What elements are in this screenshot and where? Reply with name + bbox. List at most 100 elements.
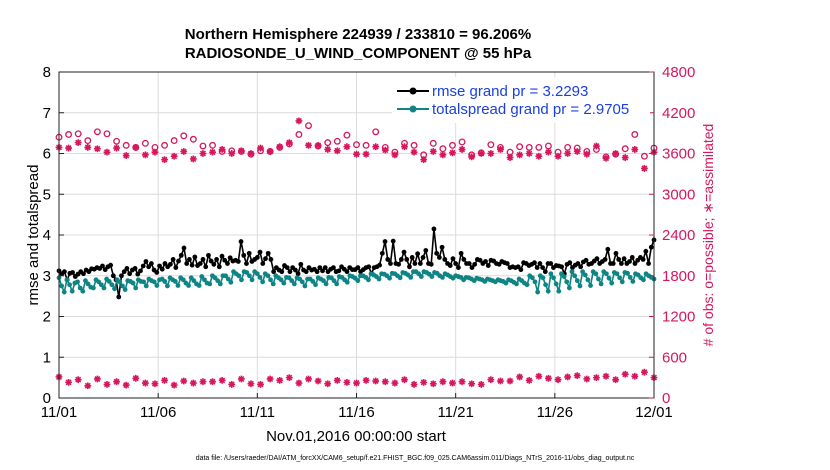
obs_assimilated-marker (468, 153, 476, 161)
rmse-point (450, 256, 456, 262)
obs_near_zero-marker (132, 374, 140, 382)
obs_possible-marker (122, 141, 130, 149)
totalspread-point (69, 288, 75, 294)
rmse-point (417, 261, 423, 266)
obs_assimilated-marker (161, 156, 168, 164)
totalspread-point (302, 283, 308, 289)
x-axis-label: Nov.01,2016 00:00:00 start (266, 428, 447, 445)
totalspread-point (604, 271, 609, 277)
rmse-point (184, 261, 190, 266)
totalspread-point (130, 280, 136, 286)
rmse-point (121, 269, 127, 275)
obs_near_zero-marker (199, 378, 207, 386)
obs_possible-marker (65, 131, 73, 138)
rmse-point (618, 261, 624, 266)
totalspread-point (334, 281, 340, 287)
x-tick-label: 11/11 (240, 404, 275, 421)
totalspread-point (323, 281, 329, 287)
obs_possible-marker (410, 141, 418, 149)
totalspread-point (172, 279, 178, 284)
rmse-point (292, 267, 298, 273)
rmse-point (485, 263, 491, 268)
obs_near_zero-marker (641, 368, 648, 376)
obs_near_zero-marker (554, 376, 562, 384)
rmse-point (472, 261, 478, 267)
rmse-point (244, 261, 249, 266)
totalspread-point (524, 282, 530, 288)
obs_near_zero-marker (477, 381, 485, 388)
rmse-point (148, 261, 154, 266)
totalspread-point (80, 288, 86, 294)
rmse-point (200, 257, 206, 262)
totalspread-point (376, 276, 382, 282)
totalspread-point (548, 271, 554, 277)
totalspread-point (553, 281, 559, 287)
rmse-point (469, 265, 475, 270)
rmse-point (284, 265, 290, 270)
y-left-tick-label: 0 (43, 390, 51, 407)
rmse-point (222, 257, 228, 263)
obs_possible-marker (621, 145, 629, 153)
obs_assimilated-marker (285, 139, 293, 147)
totalspread-point (344, 279, 350, 285)
y-left-tick-label: 4 (43, 227, 51, 244)
obs_possible-marker (161, 141, 169, 149)
obs_near_zero-marker (84, 382, 92, 390)
totalspread-point (239, 277, 244, 283)
obs_near_zero-marker (439, 378, 447, 386)
totalspread-point (408, 274, 414, 280)
obs_near_zero-marker (602, 372, 610, 380)
obs_near_zero-marker (343, 378, 351, 386)
totalspread-point (566, 285, 572, 291)
obs_near_zero-marker (257, 381, 264, 388)
obs_near_zero-marker (228, 381, 236, 388)
rmse-point (398, 257, 404, 262)
obs_possible-marker (333, 137, 341, 145)
totalspread-point (106, 279, 112, 284)
totalspread-point (580, 269, 585, 275)
totalspread-point (582, 272, 588, 278)
x-tick-label: 11/16 (338, 404, 374, 421)
totalspread-point (85, 281, 91, 287)
obs_near_zero-marker (353, 379, 360, 387)
rmse-point (477, 257, 483, 263)
rmse-point (211, 261, 217, 267)
rmse-point (206, 252, 211, 258)
obs_near_zero-marker (545, 374, 552, 382)
rmse-point (336, 268, 342, 274)
totalspread-point (532, 279, 538, 285)
x-tick-label: 11/26 (537, 404, 573, 421)
y-right-tick-label: 4200 (662, 105, 695, 122)
totalspread-point (223, 273, 229, 279)
totalspread-point (207, 281, 213, 287)
rmse-point (187, 257, 192, 262)
totalspread-point (59, 283, 65, 289)
legend-label-spread: totalspread grand pr = 2.9705 (432, 101, 629, 118)
rmse-point (135, 271, 141, 277)
totalspread-point (313, 282, 318, 288)
rmse-point (157, 263, 162, 269)
totalspread-point (154, 283, 160, 288)
totalspread-point (180, 277, 186, 283)
totalspread-point (225, 276, 231, 282)
obs_near_zero-marker (170, 381, 178, 389)
y-left-tick-label: 5 (43, 186, 51, 203)
rmse-point (420, 255, 426, 260)
rmse-point (504, 261, 510, 266)
obs_possible-marker (487, 141, 495, 149)
y-left-tick-label: 3 (43, 268, 51, 285)
rmse-point (138, 268, 143, 274)
rmse-point (385, 257, 391, 262)
totalspread-point (64, 277, 70, 283)
obs_assimilated-marker (113, 144, 120, 152)
legend-box (392, 77, 650, 123)
totalspread-point (133, 285, 139, 291)
obs_near_zero-marker (247, 380, 255, 388)
rmse-point (208, 258, 214, 264)
chart-title-line1: Northern Hemisphere 224939 / 233810 = 96… (185, 26, 531, 43)
totalspread-point (101, 285, 107, 291)
obs_near_zero-marker (420, 378, 428, 386)
obs_assimilated-marker (295, 117, 303, 125)
y-axis-left-label: rmse and totalspread (25, 165, 42, 306)
